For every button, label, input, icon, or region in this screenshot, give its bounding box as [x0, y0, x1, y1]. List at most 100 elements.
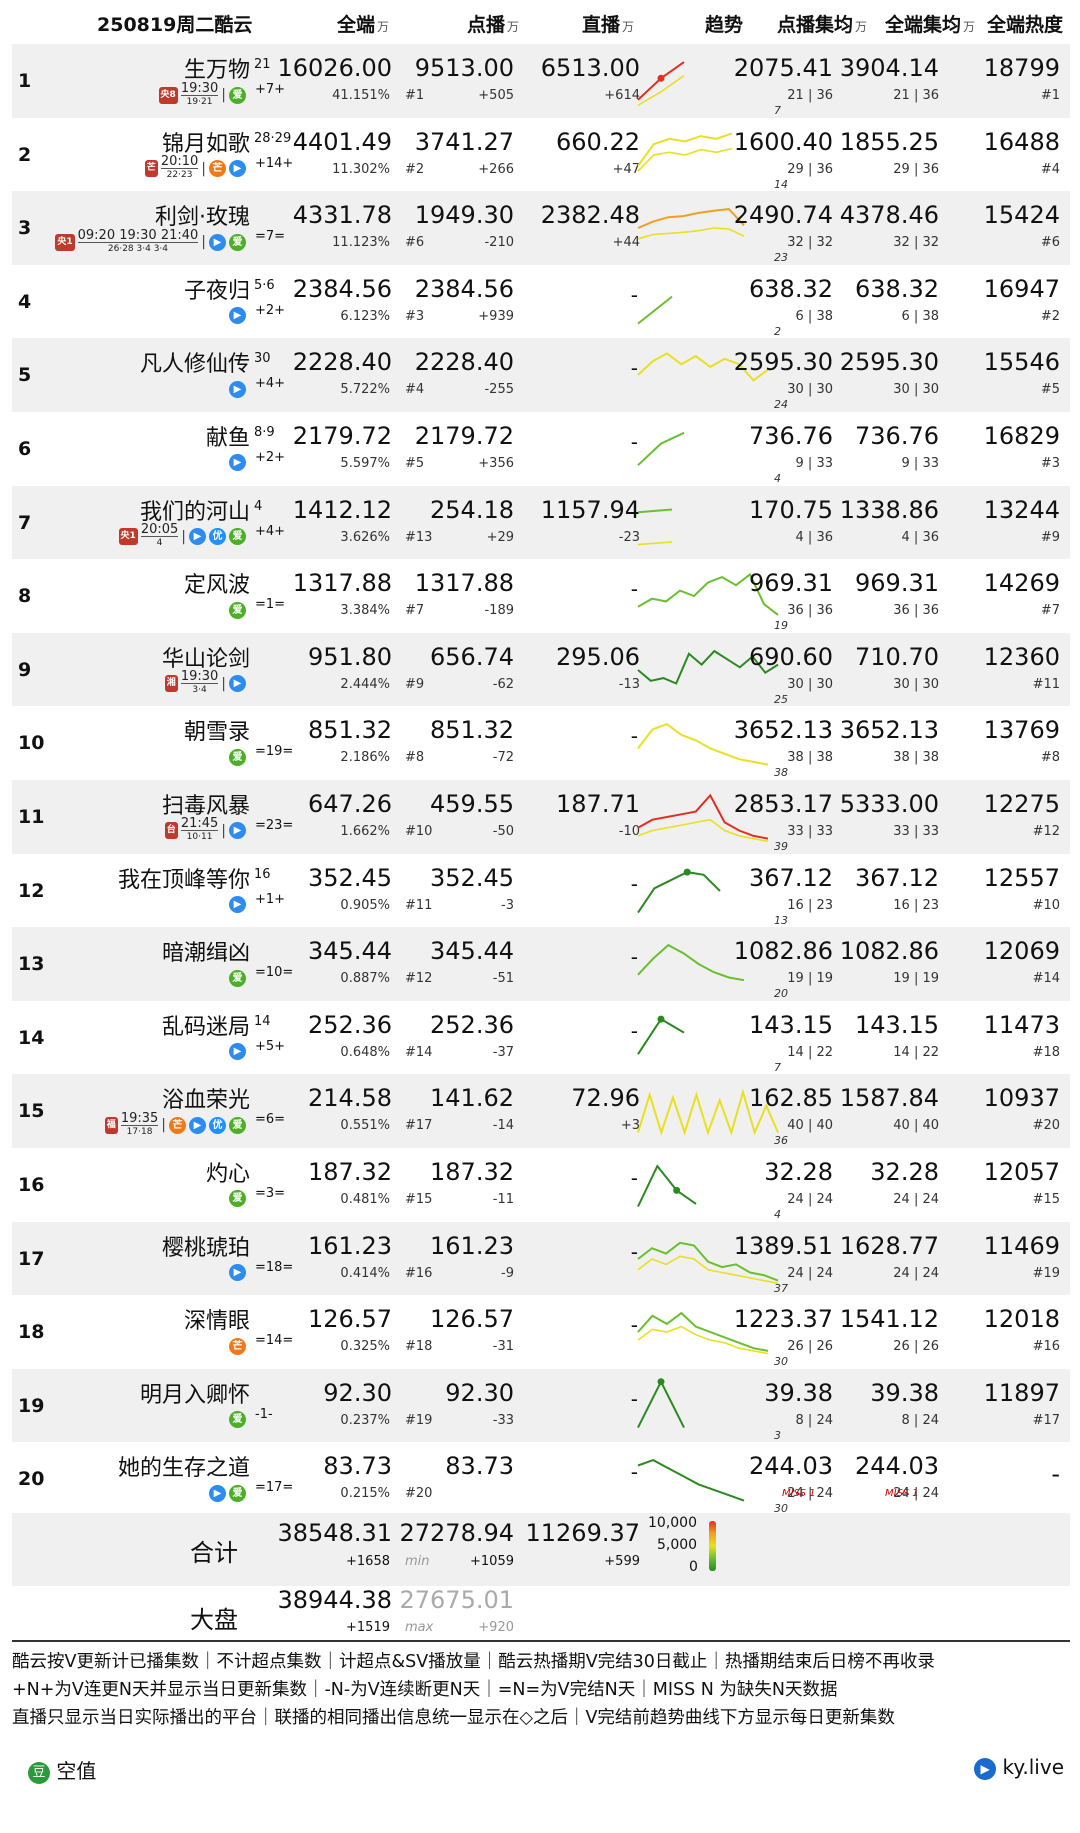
heat-value: 12018: [983, 1305, 1060, 1334]
tv-channel-badge: 福: [104, 1116, 118, 1134]
show-name: 生万物: [183, 58, 250, 83]
trend-sparkline: 30: [636, 1444, 788, 1515]
vod-rank: #19: [405, 1412, 433, 1428]
trend-sparkline: 39: [636, 782, 788, 853]
totals-vod: 27278.94: [399, 1519, 514, 1547]
trend-end-label: 3: [774, 1429, 781, 1442]
totals-all-delta: +1658: [346, 1554, 390, 1569]
heat-value: 14269: [983, 569, 1060, 598]
footnotes: 酷云按V更新计已播集数｜不计超点集数｜计超点&SV播放量｜酷云热播期V完结30日…: [12, 1640, 1070, 1732]
trend-sparkline: 7: [636, 1003, 786, 1074]
live-value: -: [630, 1460, 638, 1485]
live-value: -: [630, 1018, 638, 1043]
episode-count: 14: [254, 1013, 271, 1029]
all-platform-value: 1317.88: [292, 569, 392, 598]
vod-value: 2384.56: [414, 274, 514, 303]
platforms: 爱: [229, 599, 246, 621]
market-vod-delta: +920: [478, 1620, 514, 1635]
vod-episode-sub: 6 | 38: [795, 308, 833, 324]
all-episode-avg: 3652.13: [839, 716, 939, 745]
heat-rank: #12: [1032, 823, 1060, 839]
all-episode-avg: 4378.46: [839, 201, 939, 230]
brand-left: 豆 空值: [28, 1755, 96, 1784]
trend-line: [637, 431, 685, 466]
heat-rank: #7: [1040, 603, 1060, 619]
show-name: 她的生存之道: [117, 1456, 250, 1482]
play-logo-icon: ▶: [974, 1757, 997, 1780]
trend-svg: 23: [637, 208, 788, 264]
trend-svg: 25: [637, 649, 788, 706]
trend-line: [637, 208, 745, 230]
all-episode-sub: 4 | 36: [901, 529, 939, 545]
table-row: 4 子夜归 5·6 +2+ ▶ 2384.56 6.123% 2384.56 #3 +939 - 2 6…: [12, 265, 1070, 339]
vod-episode-sub: 24 | 24: [787, 1265, 833, 1281]
platforms: 台 21:45 10·11 | ▶: [164, 817, 246, 842]
live-value: 2382.48: [540, 201, 640, 230]
scale-bottom: 0: [689, 1559, 698, 1575]
table-row: 9 华山论剑湘 19:30 3·4 | ▶ 951.80 2.444% 656.74 #9 -62 2…: [12, 632, 1070, 707]
brand-left-label: 空值: [56, 1759, 97, 1783]
all-share: 0.325%: [340, 1339, 390, 1355]
live-value: 295.06: [556, 642, 640, 671]
all-platform-value: 1412.12: [292, 495, 392, 524]
update-status: +4+: [255, 523, 286, 539]
rank: 4: [18, 290, 32, 313]
market-all-delta: +1519: [346, 1620, 390, 1635]
vod-episode-sub: 40 | 40: [787, 1118, 833, 1134]
all-episode-avg: 638.32: [855, 274, 939, 303]
vod-delta: -189: [484, 603, 514, 619]
all-platform-value: 851.32: [308, 716, 392, 745]
vod-value: 92.30: [445, 1378, 514, 1407]
tencent-icon: ▶: [229, 380, 246, 398]
vod-value: 2228.40: [414, 348, 514, 377]
vod-value: 252.36: [430, 1010, 514, 1039]
all-episode-sub: 40 | 40: [893, 1118, 939, 1134]
all-share: 0.481%: [340, 1191, 390, 1207]
vod-episode-avg: 39.38: [764, 1378, 833, 1407]
vod-value: 345.44: [430, 937, 514, 966]
all-episode-avg: 32.28: [870, 1157, 939, 1186]
vod-value: 352.45: [430, 863, 514, 892]
trend-svg: 4: [637, 1164, 781, 1221]
airing-time: 19:30 19·21: [180, 80, 219, 107]
heat-rank: #16: [1032, 1339, 1060, 1355]
all-episode-avg: 710.70: [855, 642, 939, 671]
trend-svg: 20: [637, 944, 788, 1000]
all-platform-value: 951.80: [308, 642, 392, 671]
show-name: 我在顶峰等你: [117, 867, 250, 893]
trend-line: [637, 944, 745, 982]
iqiyi-icon: 爱: [229, 528, 246, 546]
platforms: ▶ 爱: [209, 1482, 246, 1504]
all-episode-sub: 21 | 36: [893, 88, 939, 103]
trend-sparkline: 38: [636, 708, 788, 779]
trend-peak-dot: [657, 1377, 665, 1385]
all-episode-sub: 9 | 33: [901, 455, 939, 471]
table-row: 16 灼心 =3= 爱 187.32 0.481% 187.32 #15 -11 - 4 32.28 2…: [12, 1148, 1070, 1222]
chart-title: 250819周二酷云: [97, 14, 253, 36]
trend-end-label: 4: [774, 1208, 781, 1221]
market-row: 大盘 38944.38 +1519 27675.01 max +920: [12, 1586, 1070, 1640]
heat-rank: #1: [1040, 88, 1060, 103]
trend-svg: 30: [637, 1311, 788, 1368]
trend-sparkline: 20: [636, 929, 788, 1000]
trend-peak-dot: [683, 868, 691, 876]
heat-rank: #3: [1040, 455, 1060, 471]
vod-rank: #18: [405, 1339, 433, 1355]
trend-sparkline: 24: [636, 340, 788, 411]
all-episode-sub: 32 | 32: [893, 235, 939, 251]
vod-episode-sub: 26 | 26: [787, 1339, 833, 1355]
heat-rank: #14: [1032, 971, 1060, 987]
vod-episode-avg: 690.60: [749, 642, 833, 671]
separator: |: [221, 822, 226, 839]
vod-rank: #16: [405, 1265, 433, 1281]
trend-line: [637, 352, 769, 383]
separator: |: [221, 87, 226, 103]
heat-value: 15424: [983, 201, 1060, 230]
rank: 1: [18, 70, 32, 92]
vod-episode-sub: 30 | 30: [787, 382, 833, 398]
table-row: 7 我们的河山 4 +4+ 央1 20:05 4 | ▶ 优爱 1412.12 3.626% 254.1…: [12, 485, 1070, 560]
vod-rank: #15: [405, 1191, 433, 1207]
market-vod: 27675.01: [399, 1586, 514, 1614]
all-share: 3.384%: [340, 603, 390, 619]
trend-sparkline: 14: [636, 120, 788, 191]
